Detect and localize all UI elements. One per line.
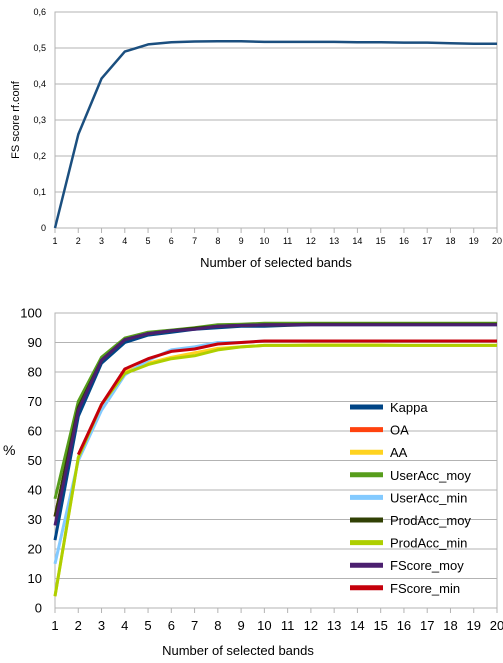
x-tick-label: 5: [144, 618, 151, 633]
legend-label-fscore-moy: FScore_moy: [390, 558, 464, 573]
y-tick-label: 0,2: [33, 151, 46, 161]
legend-label-kappa: Kappa: [390, 400, 428, 415]
y-tick-label: 100: [20, 306, 42, 321]
y-tick-label: 70: [28, 394, 42, 409]
x-tick-label: 7: [192, 236, 197, 246]
x-tick-label: 6: [169, 236, 174, 246]
x-tick-label: 17: [422, 236, 432, 246]
y-tick-label: 10: [28, 571, 42, 586]
y-tick-label: 0,3: [33, 115, 46, 125]
x-tick-label: 18: [445, 236, 455, 246]
fs-score-chart: 00,10,20,30,40,50,6 1 2 3 4 5 6 7 8 9 10 11 12 13 14 1…: [10, 7, 502, 270]
y-tick-label: 0: [41, 223, 46, 233]
x-tick-label: 2: [75, 618, 82, 633]
x-tick-label: 12: [304, 618, 318, 633]
x-tick-label: 18: [443, 618, 457, 633]
x-tick-label: 15: [376, 236, 386, 246]
series-line-0: [53, 39, 497, 229]
y-tick-label: 30: [28, 512, 42, 527]
x-tick-label: 16: [397, 618, 411, 633]
x-tick-label: 11: [281, 618, 295, 633]
y-tick-label: 50: [28, 453, 42, 468]
x-tick-label: 9: [239, 236, 244, 246]
series-line-kappa: [53, 323, 497, 541]
chart2-x-tick-labels: 1 2 3 4 5 6 7 8 9 10 11 12 13 14 15 16 17 18 19 20: [51, 618, 503, 633]
x-tick-label: 15: [373, 618, 387, 633]
chart1-plot-frame: [54, 11, 498, 229]
y-tick-label: 90: [28, 335, 42, 350]
x-tick-label: 12: [306, 236, 316, 246]
x-tick-label: 19: [469, 236, 479, 246]
legend-label-useracc-moy: UserAcc_moy: [390, 468, 471, 483]
x-tick-label: 10: [257, 618, 271, 633]
y-tick-label: 0,6: [33, 7, 46, 17]
x-tick-label: 16: [399, 236, 409, 246]
x-tick-label: 13: [327, 618, 341, 633]
x-tick-label: 20: [490, 618, 503, 633]
chart1-x-axis-title: Number of selected bands: [200, 255, 352, 270]
legend-label-prodacc-moy: ProdAcc_moy: [390, 513, 471, 528]
x-tick-label: 5: [146, 236, 151, 246]
series-line-fscore-moy: [53, 323, 497, 526]
legend-label-useracc-min: UserAcc_min: [390, 490, 467, 505]
x-tick-label: 20: [492, 236, 502, 246]
x-tick-label: 13: [329, 236, 339, 246]
x-tick-label: 8: [214, 618, 221, 633]
chart1-series: [53, 39, 497, 229]
legend-label-oa: OA: [390, 423, 409, 438]
x-tick-label: 10: [259, 236, 269, 246]
series-line-prodacc-min: [53, 343, 497, 597]
x-tick-label: 9: [237, 618, 244, 633]
y-tick-label: 0,4: [33, 79, 46, 89]
y-tick-label: 80: [28, 365, 42, 380]
y-tick-label: 0,5: [33, 43, 46, 53]
chart2-legend: Kappa OA AA UserAcc_moy UserAcc_min ProdAcc_m…: [350, 400, 471, 596]
series-line-oa: [53, 322, 497, 517]
x-tick-label: 17: [420, 618, 434, 633]
x-tick-label: 7: [191, 618, 198, 633]
x-tick-label: 14: [350, 618, 364, 633]
series-line-prodacc-moy: [53, 322, 497, 517]
x-tick-label: 1: [52, 236, 57, 246]
chart1-y-tick-labels: 0 0,1 0,2 0,3 0,4 0,5 0,6: [33, 7, 46, 233]
y-tick-label: 0,1: [33, 187, 46, 197]
y-tick-label: 40: [28, 483, 42, 498]
y-tick-label: 60: [28, 424, 42, 439]
x-tick-label: 19: [467, 618, 481, 633]
legend-label-fscore-min: FScore_min: [390, 581, 460, 596]
chart1-y-axis-title: FS score rf.conf: [10, 80, 22, 159]
chart2-y-tick-labels: 0 10 20 30 40 50 60 70 80 90 100: [20, 306, 42, 616]
chart1-gridlines: [54, 11, 498, 233]
y-tick-label: 20: [28, 542, 42, 557]
x-tick-label: 8: [215, 236, 220, 246]
x-tick-label: 11: [283, 236, 292, 246]
x-tick-label: 14: [352, 236, 362, 246]
x-tick-label: 4: [121, 618, 128, 633]
x-tick-label: 3: [99, 236, 104, 246]
chart2-y-axis-title: %: [3, 442, 15, 458]
chart2-series: [53, 321, 497, 597]
y-tick-label: 0: [35, 601, 42, 616]
x-tick-label: 2: [76, 236, 81, 246]
x-tick-label: 6: [168, 618, 175, 633]
series-line-fscore-min: [76, 339, 497, 456]
chart2-plot-frame: [54, 312, 498, 609]
chart2-x-axis-title: Number of selected bands: [162, 643, 314, 658]
x-tick-label: 4: [122, 236, 127, 246]
chart1-x-tick-labels: 1 2 3 4 5 6 7 8 9 10 11 12 13 14 15 16 17 18 19 20: [52, 236, 502, 246]
legend-label-aa: AA: [390, 445, 408, 460]
x-tick-label: 1: [51, 618, 58, 633]
legend-label-prodacc-min: ProdAcc_min: [390, 536, 467, 551]
x-tick-label: 3: [98, 618, 105, 633]
